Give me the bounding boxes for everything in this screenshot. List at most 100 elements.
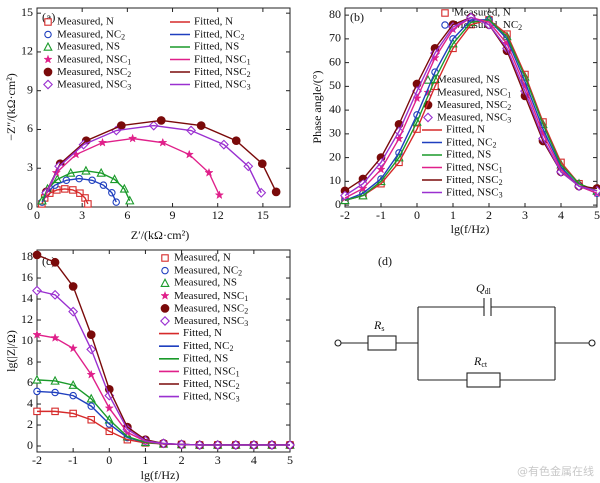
- x-tick-label: 1: [450, 208, 456, 222]
- y-tick-label: 6: [27, 375, 33, 389]
- legend-entry: Fitted, NSC1: [170, 53, 251, 66]
- fit-line: [36, 334, 290, 446]
- y-tick-label: 70: [329, 31, 341, 45]
- legend-swatch: [44, 30, 52, 39]
- series: [36, 334, 290, 446]
- resistor: [466, 372, 501, 388]
- legend-label: Fitted, NS: [194, 41, 239, 53]
- y-tick-label: 10: [21, 333, 33, 347]
- y-tick-label: 50: [329, 78, 341, 92]
- legend-entry: Fitted, NS: [170, 41, 239, 53]
- legend-entry: Measured, N: [44, 16, 114, 28]
- marker: [112, 198, 120, 206]
- legend-label: Measured, NS: [57, 41, 120, 53]
- legend-swatch: [441, 9, 449, 17]
- symbol: R: [373, 318, 382, 332]
- legend-label: Fitted, NS: [183, 352, 228, 364]
- series: [45, 124, 262, 194]
- terminal: [334, 339, 342, 347]
- legend-entry: Fitted, NSC2: [159, 378, 240, 391]
- legend-swatch: [441, 21, 449, 29]
- x-tick-label: 1: [142, 453, 148, 467]
- x-tick-label: 15: [257, 208, 269, 222]
- x-tick-label: -1: [376, 208, 386, 222]
- series: [344, 16, 598, 197]
- legend-label: Fitted, NC2: [446, 136, 496, 149]
- circuit-label: Rct: [473, 354, 488, 369]
- legend-entry: Measured, NSC3: [43, 78, 131, 91]
- series: [45, 119, 277, 193]
- series: [36, 390, 290, 446]
- legend-swatch: [160, 278, 170, 287]
- series: [45, 137, 221, 196]
- fit-line: [344, 19, 598, 202]
- y-tick-label: 8: [27, 354, 33, 368]
- axes: (c)-2 -1 0 1 2 3 4 5024681012141618lg(f/Hz)lg(|…: [4, 249, 295, 482]
- circuit: [334, 298, 596, 388]
- legend-entry: Fitted, NSC3: [159, 390, 240, 403]
- x-tick-label: 3: [215, 453, 221, 467]
- x-tick-label: 0: [414, 208, 420, 222]
- y-tick-label: 12: [21, 44, 33, 58]
- x-tick-label: 6: [124, 208, 130, 222]
- legend-entry: Fitted, NS: [422, 149, 491, 161]
- legend-swatch: [160, 290, 170, 300]
- x-tick-label: 9: [170, 208, 176, 222]
- legend-label: Fitted, NSC3: [194, 78, 251, 91]
- fit-line: [36, 390, 290, 446]
- fit-line: [344, 19, 598, 202]
- legend-label: Measured, NSC1: [174, 289, 248, 302]
- y-tick-label: 4: [27, 396, 33, 410]
- watermark: @有色金属在线: [517, 464, 594, 478]
- x-tick-label: 4: [251, 453, 257, 467]
- x-tick-label: 2: [486, 208, 492, 222]
- legend-label: Fitted, NSC1: [446, 161, 503, 174]
- legend-label: Fitted, NSC2: [183, 378, 240, 391]
- legend-label: Measured, NSC2: [57, 66, 131, 79]
- x-tick-label: 0: [106, 453, 112, 467]
- y-tick-label: 16: [21, 270, 33, 284]
- legend-label: Fitted, NSC3: [446, 186, 503, 199]
- x-axis-label: lg(f/Hz): [141, 468, 180, 482]
- legend-swatch: [43, 41, 53, 51]
- legend-label: Fitted, NS: [446, 149, 491, 161]
- legend-entry: Measured, NSC1: [160, 289, 248, 303]
- x-tick-label: -1: [68, 453, 78, 467]
- legend-swatch: [161, 254, 169, 262]
- legend-swatch: [423, 112, 433, 123]
- series: [41, 120, 267, 198]
- legend-label: Fitted, NSC3: [183, 390, 240, 403]
- legend-entry: Fitted, NC2: [422, 136, 496, 149]
- panel-label: (d): [378, 254, 392, 268]
- legend-entry: Measured, NSC3: [160, 315, 248, 328]
- y-tick-label: 40: [329, 102, 341, 116]
- y-tick-label: 10: [329, 173, 341, 187]
- symbol: R: [473, 354, 482, 368]
- x-tick-label: 4: [558, 208, 564, 222]
- plot-frame: [344, 7, 598, 208]
- y-tick-label: 12: [21, 312, 33, 326]
- legend-label: Measured, NSC2: [437, 99, 511, 112]
- legend-entry: Fitted, N: [159, 327, 222, 339]
- axes: (b)-2 -1 0 1 2 3 4 501020304050607080lg(f/Hz)Ph…: [310, 7, 600, 236]
- legend-label: Measured, NSC3: [174, 315, 248, 328]
- legend-label: Fitted, NC2: [194, 28, 244, 41]
- legend-label: Fitted, NSC1: [194, 53, 251, 66]
- legend-label: Measured, N: [57, 16, 114, 28]
- legend-entry: Fitted, NC2: [159, 340, 233, 353]
- series: [41, 177, 117, 203]
- legend-entry: Fitted, NSC2: [422, 174, 503, 187]
- legend-label: Measured, NC2: [174, 264, 242, 277]
- y-tick-label: 0: [27, 199, 33, 213]
- x-tick-label: 3: [79, 208, 85, 222]
- fit-line: [344, 16, 598, 197]
- legend-label: Measured, NS: [437, 74, 500, 86]
- legend-entry: Measured, NSC2: [160, 302, 248, 315]
- legend-entry: Measured, NS: [160, 277, 237, 289]
- legend-label: Measured, N: [174, 252, 231, 264]
- panel-label: (b): [350, 10, 364, 24]
- legend-entry: Fitted, NSC1: [159, 365, 240, 378]
- y-tick-label: 0: [335, 197, 341, 211]
- fit-line: [45, 124, 262, 194]
